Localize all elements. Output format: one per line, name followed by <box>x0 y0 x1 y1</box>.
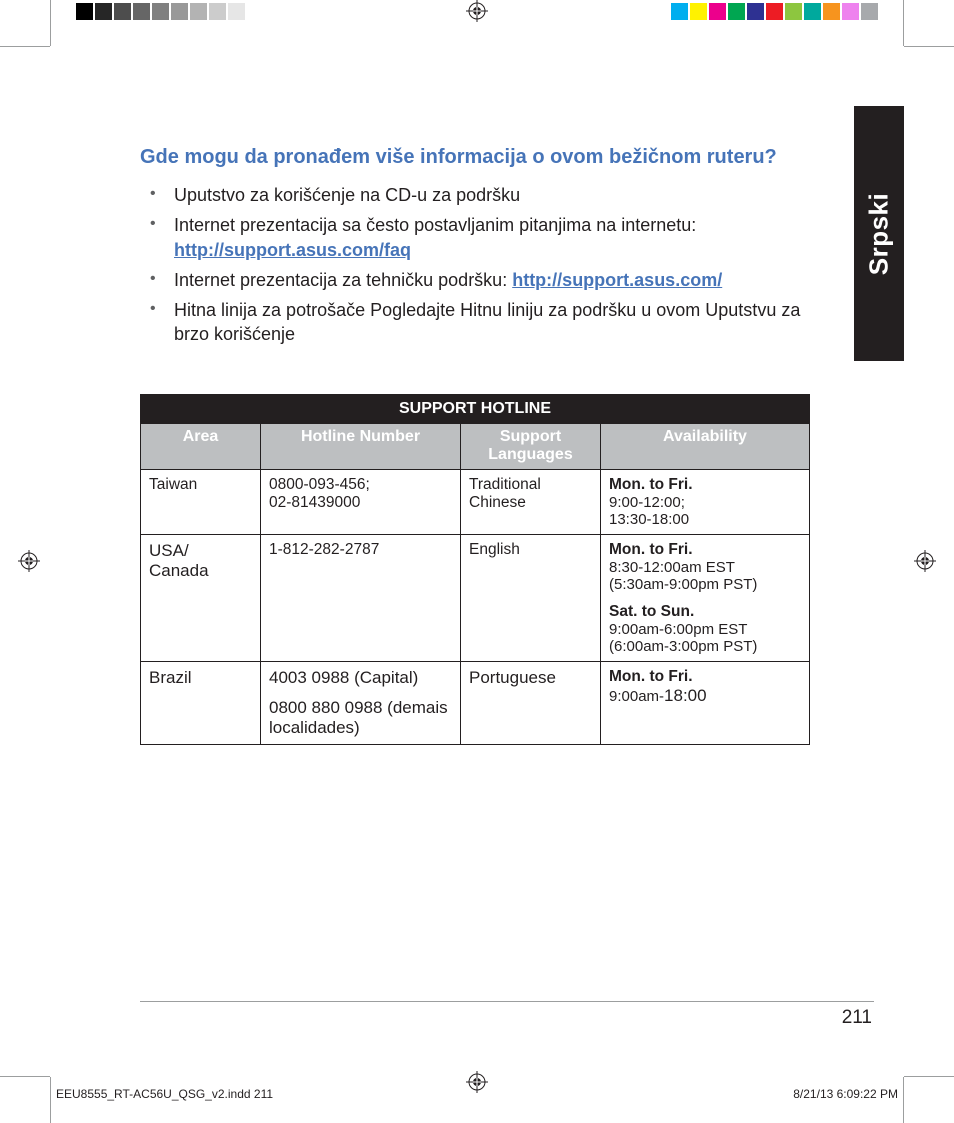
crop-mark <box>0 1076 50 1077</box>
cell-availability: Mon. to Fri.9:00am-18:00 <box>601 661 810 744</box>
cell-area: USA/Canada <box>141 534 261 661</box>
color-bar <box>670 2 879 21</box>
cell-area: Taiwan <box>141 469 261 534</box>
registration-mark-icon <box>914 550 936 572</box>
page-body: Srpski Gde mogu da pronađem više informa… <box>50 46 904 1077</box>
print-slug-left: EEU8555_RT-AC56U_QSG_v2.indd 211 <box>56 1087 273 1101</box>
cell-language: Portuguese <box>461 661 601 744</box>
table-column-header: Hotline Number <box>261 424 461 470</box>
crop-mark <box>903 0 904 46</box>
content-area: Gde mogu da pronađem više informacija o … <box>140 146 830 353</box>
language-tab: Srpski <box>854 106 904 361</box>
cell-language: English <box>461 534 601 661</box>
table-column-header: Area <box>141 424 261 470</box>
cell-availability: Mon. to Fri.9:00-12:00;13:30-18:00 <box>601 469 810 534</box>
crop-mark <box>904 1076 954 1077</box>
cell-availability: Mon. to Fri.8:30-12:00am EST(5:30am-9:00… <box>601 534 810 661</box>
bullet-item: Internet prezentacija za tehničku podršk… <box>160 268 830 292</box>
crop-mark <box>50 0 51 46</box>
table-column-header: Availability <box>601 424 810 470</box>
support-hotline-table: SUPPORT HOTLINE AreaHotline NumberSuppor… <box>140 394 810 745</box>
cell-hotline: 4003 0988 (Capital)0800 880 0988 (demais… <box>261 661 461 744</box>
registration-mark-icon <box>18 550 40 572</box>
bullet-list: Uputstvo za korišćenje na CD-u za podršk… <box>140 183 830 347</box>
bullet-item: Uputstvo za korišćenje na CD-u za podršk… <box>160 183 830 207</box>
grayscale-bar <box>75 2 265 21</box>
crop-mark <box>903 1077 904 1123</box>
bullet-item: Hitna linija za potrošače Pogledajte Hit… <box>160 298 830 347</box>
registration-mark-icon <box>466 0 488 22</box>
footer-rule <box>140 1001 874 1002</box>
support-link[interactable]: http://support.asus.com/ <box>512 270 722 290</box>
table-row: Brazil4003 0988 (Capital)0800 880 0988 (… <box>141 661 810 744</box>
bullet-item: Internet prezentacija sa često postavlja… <box>160 213 830 262</box>
cell-hotline: 1-812-282-2787 <box>261 534 461 661</box>
section-heading: Gde mogu da pronađem više informacija o … <box>140 146 830 169</box>
crop-mark <box>50 1077 51 1123</box>
print-slug-right: 8/21/13 6:09:22 PM <box>793 1087 898 1101</box>
cell-language: Traditional Chinese <box>461 469 601 534</box>
page-number: 211 <box>842 1007 872 1029</box>
language-tab-label: Srpski <box>864 192 895 275</box>
cell-area: Brazil <box>141 661 261 744</box>
crop-mark <box>904 46 954 47</box>
crop-mark <box>0 46 50 47</box>
table-row: Taiwan0800-093-456;02-81439000Traditiona… <box>141 469 810 534</box>
table-column-header: SupportLanguages <box>461 424 601 470</box>
cell-hotline: 0800-093-456;02-81439000 <box>261 469 461 534</box>
table-title: SUPPORT HOTLINE <box>141 395 810 424</box>
table-header-row: AreaHotline NumberSupportLanguagesAvaila… <box>141 424 810 470</box>
table-row: USA/Canada1-812-282-2787EnglishMon. to F… <box>141 534 810 661</box>
support-link[interactable]: http://support.asus.com/faq <box>174 240 411 260</box>
